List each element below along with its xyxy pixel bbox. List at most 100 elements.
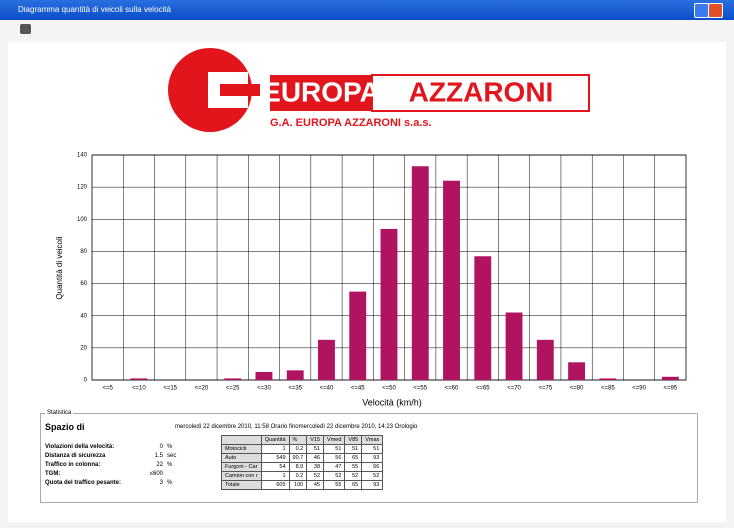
x-tick-label: <=10	[132, 386, 146, 392]
table-cell: 51	[306, 444, 325, 454]
x-tick-label: <=95	[664, 386, 678, 392]
table-cell: 55	[344, 462, 363, 472]
bar	[443, 180, 460, 380]
table-cell: 549	[260, 453, 290, 463]
table-cell: 52	[344, 471, 363, 481]
title-bar: Diagramma quantità di veicoli sulla velo…	[0, 0, 734, 20]
table-cell: 93	[361, 480, 384, 490]
brand-right: AZZARONI	[409, 76, 554, 107]
bar	[255, 371, 273, 380]
table-cell: 605	[260, 480, 290, 490]
table-cell: 38	[306, 462, 325, 472]
field-unit: %	[167, 444, 173, 450]
bar	[505, 312, 523, 380]
x-tick-label: <=40	[320, 386, 334, 392]
field-label: Distanza di sicurezza	[45, 453, 106, 459]
table-cell: 51	[344, 444, 363, 454]
bar	[224, 378, 242, 380]
print-button[interactable]	[20, 24, 31, 34]
field-label: Quota del traffico pesante:	[45, 480, 122, 486]
table-cell: 52	[323, 471, 346, 481]
bar	[568, 362, 586, 380]
bar	[411, 166, 429, 380]
table-cell: Quantità	[260, 435, 290, 445]
y-tick-label: 40	[80, 313, 87, 319]
table-row: Motocicli 1 0.2 51 51 51 51	[221, 444, 384, 454]
close-button[interactable]	[708, 3, 723, 18]
table-cell: 54	[260, 462, 290, 472]
y-tick-label: 140	[77, 153, 88, 159]
table-cell: 0.2	[288, 471, 308, 481]
field-value: 0	[159, 444, 163, 450]
x-tick-label: <=25	[226, 386, 240, 392]
table-cell: Vmed	[323, 435, 346, 445]
bar	[286, 370, 304, 380]
table-cell: Motocicli	[221, 444, 262, 454]
table-cell: Auto	[221, 453, 262, 463]
table-cell: 1	[260, 444, 290, 454]
x-tick-label: <=85	[601, 386, 615, 392]
table-cell: 90.7	[288, 453, 308, 463]
y-axis-label: Quantità di veicoli	[55, 236, 64, 299]
stats-panel: Statistica Spazio di mercoledì 22 dicemb…	[40, 410, 698, 503]
table-cell: 52	[306, 471, 325, 481]
company: G.A. EUROPA AZZARONI s.a.s.	[270, 117, 432, 129]
table-cell: 8.9	[288, 462, 308, 472]
table-cell: 47	[323, 462, 346, 472]
table-row: Quantità% V15 Vmed V85 Vmax	[221, 435, 384, 445]
table-row: Camion con r 1 0.2 52 52 52 52	[221, 471, 384, 481]
brand-box	[270, 75, 372, 111]
table-cell: 93	[361, 453, 384, 463]
table-cell: V85	[344, 435, 363, 445]
table-cell: 65	[344, 480, 363, 490]
table-row: Furgoni - Car 54 8.9 38 47 55 66	[221, 462, 384, 472]
x-tick-label: <=35	[288, 386, 302, 392]
y-tick-label: 0	[84, 378, 88, 384]
table-cell: 56	[323, 453, 346, 463]
table-cell: 0.2	[288, 444, 308, 454]
table-row: Auto 549 90.7 46 56 65 93	[221, 453, 384, 463]
x-tick-label: <=75	[538, 386, 552, 392]
bar	[474, 256, 492, 380]
bar	[380, 228, 398, 380]
y-tick-label: 80	[80, 249, 87, 255]
table-cell: 52	[361, 471, 384, 481]
y-tick-label: 20	[80, 345, 87, 351]
field-value: 3	[159, 480, 163, 486]
chart: EUROPA AZZARONI G.A. EUROPA AZZARONI s.a…	[55, 48, 687, 407]
table-cell: Furgoni - Car	[221, 462, 262, 472]
table-cell: 45	[306, 480, 325, 490]
x-tick-label: <=50	[382, 386, 396, 392]
table-cell: V15	[306, 435, 325, 445]
bar	[130, 378, 148, 380]
x-tick-label: <=55	[413, 386, 427, 392]
logo-bar	[220, 84, 260, 96]
group-label: Statistica	[45, 410, 74, 416]
bar	[349, 291, 367, 380]
table-cell: 55	[323, 480, 346, 490]
y-tick-label: 100	[77, 217, 88, 223]
stats-table: Quantità% V15 Vmed V85 Vmax Motocicli 1 0.2 51 51…	[221, 435, 384, 490]
x-tick-label: <=30	[257, 386, 271, 392]
table-cell	[221, 435, 262, 445]
field-label: Traffico in colonna:	[45, 462, 101, 468]
period: mercoledì 22 dicembre 2010, 11:58 Orario…	[175, 424, 418, 430]
x-tick-label: <=15	[163, 386, 177, 392]
field-unit: sec	[167, 453, 177, 459]
table-cell: %	[288, 435, 308, 445]
bar	[599, 378, 617, 380]
table-cell: 51	[361, 444, 384, 454]
y-tick-label: 120	[77, 185, 88, 191]
table-cell: 46	[306, 453, 325, 463]
field-value: ≤600	[149, 471, 163, 477]
heading: Spazio di	[45, 422, 85, 432]
table-cell: Vmax	[361, 435, 384, 445]
x-axis-label: Velocità (km/h)	[362, 397, 422, 407]
x-tick-label: <=5	[102, 386, 113, 392]
window-title: Diagramma quantità di veicoli sulla velo…	[18, 5, 171, 14]
bar	[661, 376, 679, 380]
x-tick-label: <=90	[632, 386, 646, 392]
y-tick-label: 60	[80, 281, 87, 287]
x-tick-label: <=45	[351, 386, 365, 392]
